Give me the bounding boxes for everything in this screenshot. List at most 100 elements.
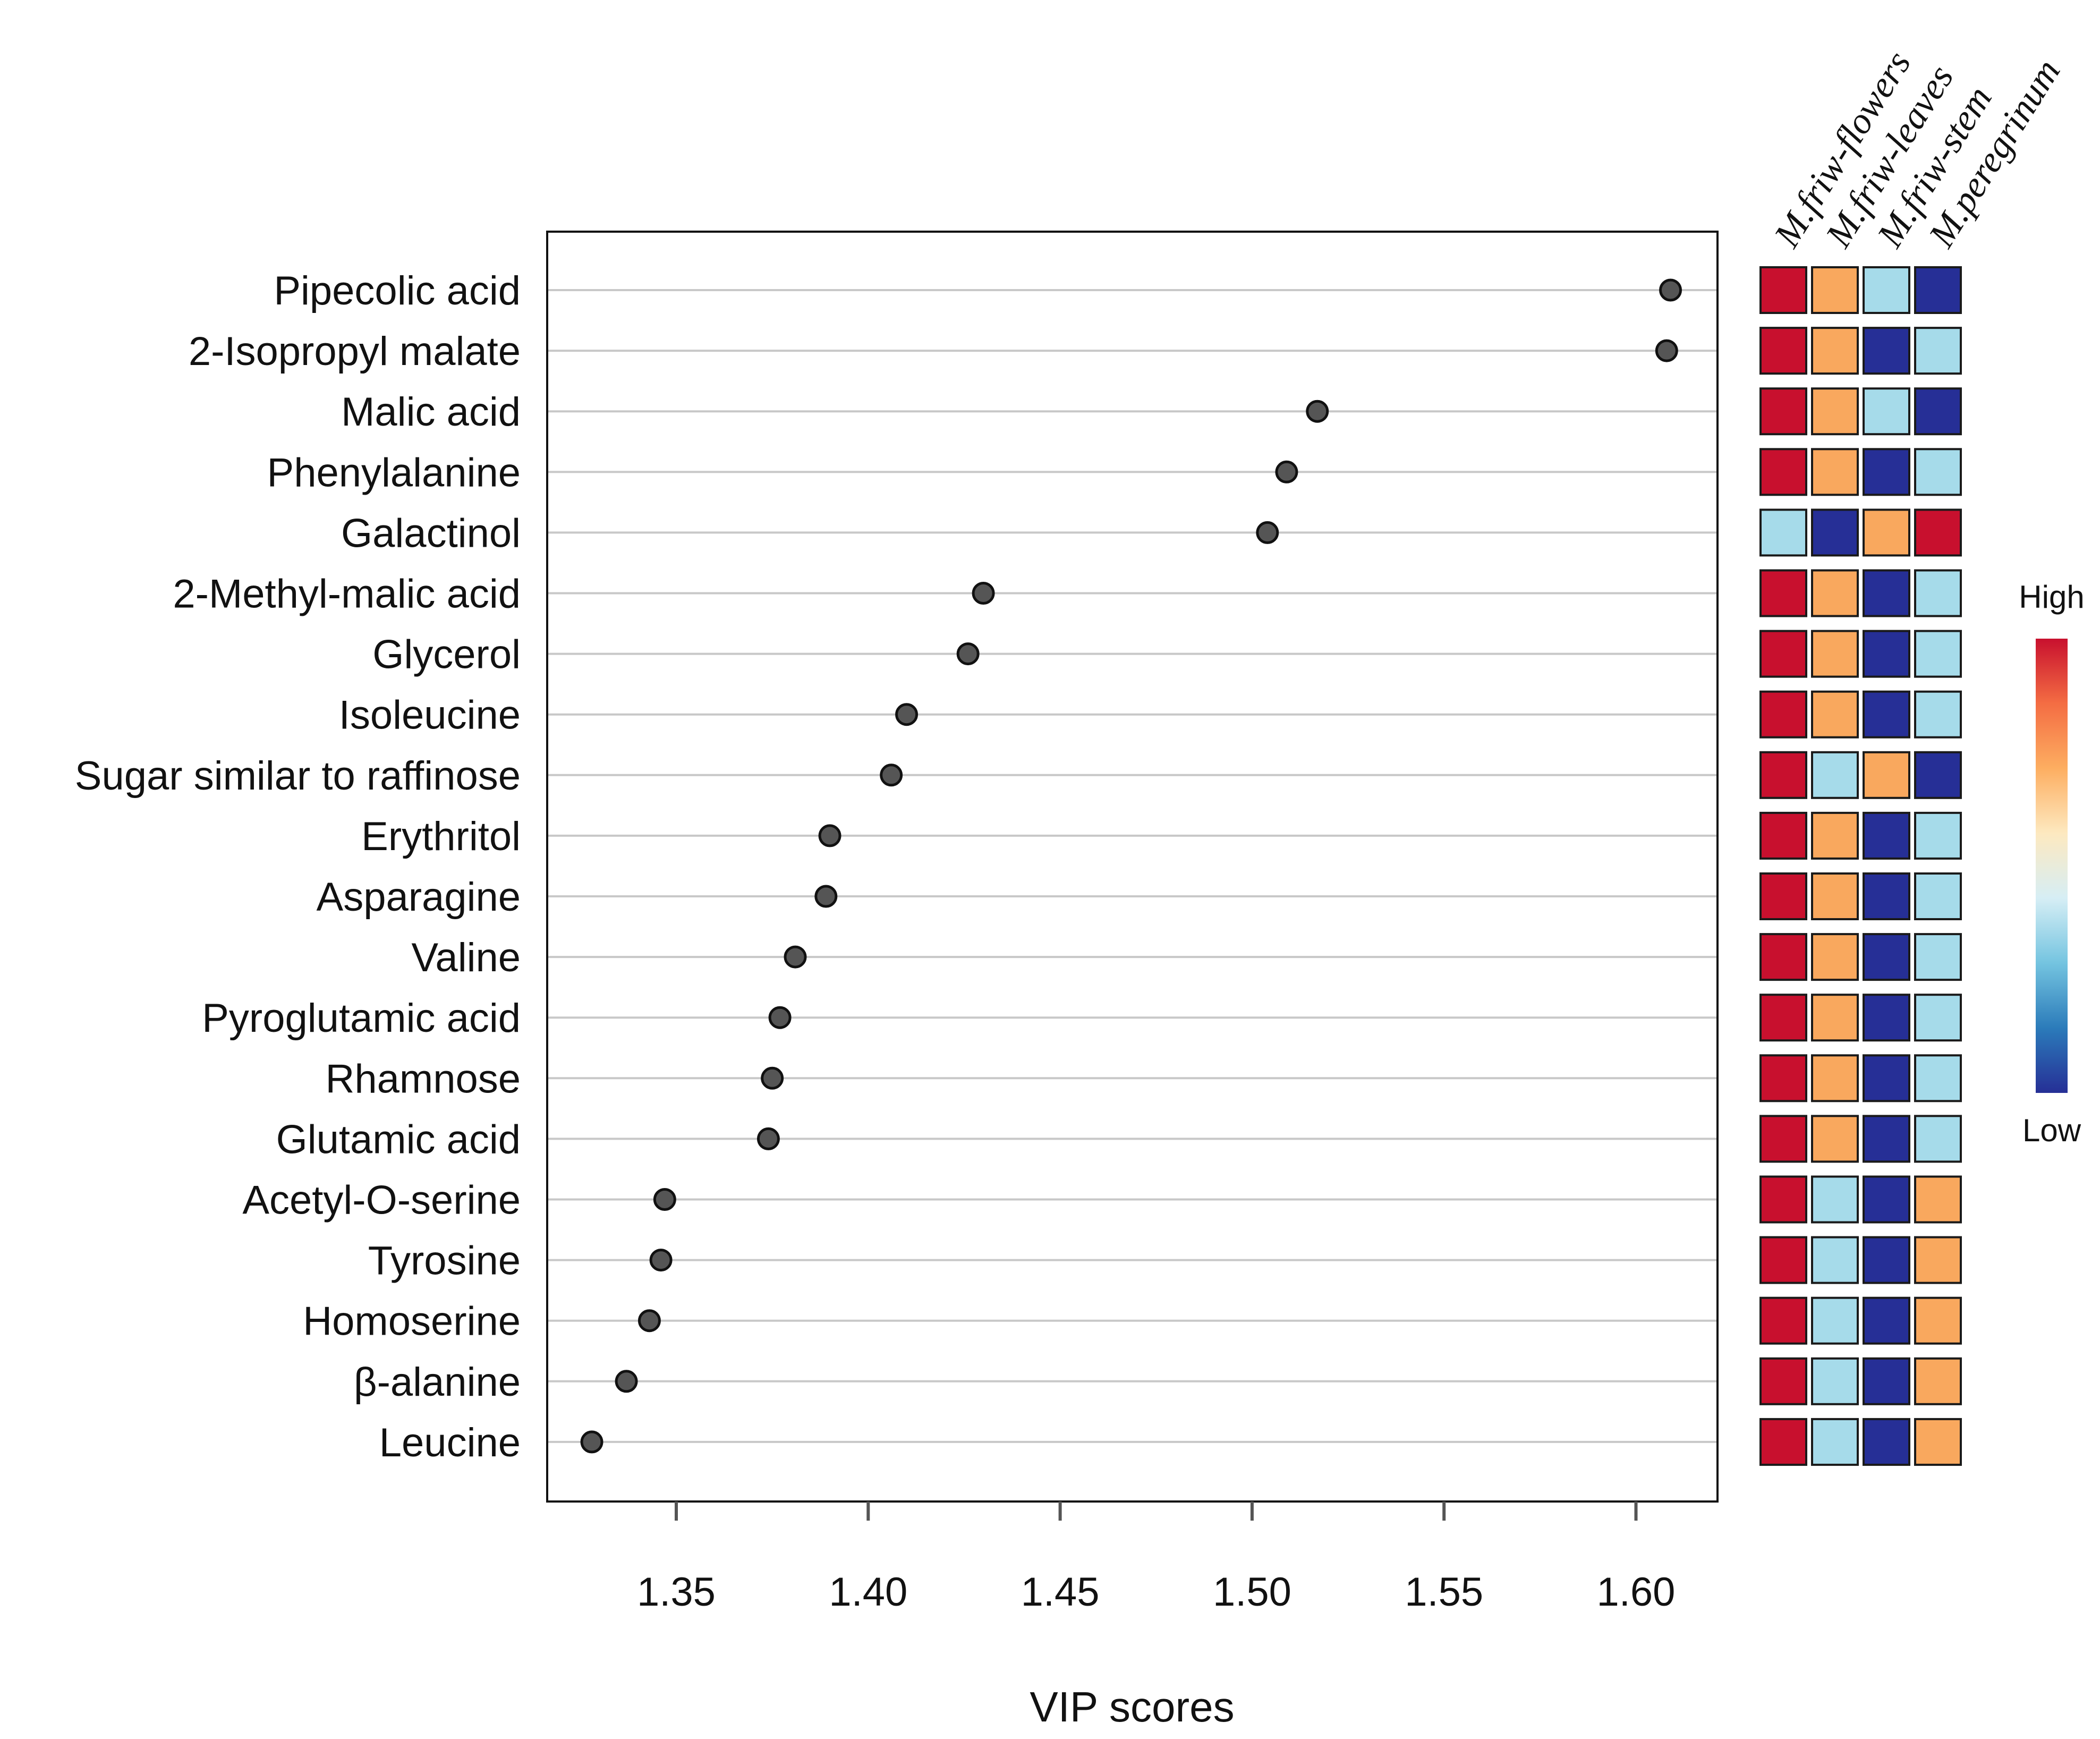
heatmap-cell bbox=[1811, 1054, 1859, 1102]
heatmap-cell bbox=[1914, 266, 1962, 314]
x-tick-label: 1.40 bbox=[829, 1570, 907, 1615]
heatmap-cell bbox=[1863, 811, 1910, 860]
heatmap-cell bbox=[1914, 448, 1962, 496]
heatmap-cell bbox=[1863, 387, 1910, 436]
heatmap-cell bbox=[1914, 994, 1962, 1042]
category-label: Asparagine bbox=[317, 875, 521, 920]
category-label: Pyroglutamic acid bbox=[202, 996, 521, 1041]
legend-high-label: High bbox=[2019, 579, 2084, 615]
heatmap-cell bbox=[1759, 1054, 1807, 1102]
heatmap-cell bbox=[1759, 1175, 1807, 1224]
heatmap-cell bbox=[1759, 994, 1807, 1042]
heatmap-cell bbox=[1811, 994, 1859, 1042]
heatmap-cell bbox=[1914, 1054, 1962, 1102]
heatmap-cell bbox=[1759, 569, 1807, 617]
heatmap-cell bbox=[1914, 1115, 1962, 1163]
color-legend: High Low bbox=[2019, 579, 2084, 1148]
heatmap-cell bbox=[1811, 1175, 1859, 1224]
data-point bbox=[615, 1370, 638, 1393]
data-point bbox=[956, 642, 980, 666]
legend-low-label: Low bbox=[2022, 1113, 2081, 1148]
data-point bbox=[880, 764, 903, 787]
heatmap-cell bbox=[1759, 1236, 1807, 1284]
category-label: Leucine bbox=[379, 1420, 521, 1465]
data-point bbox=[768, 1006, 792, 1029]
heatmap-cell bbox=[1759, 751, 1807, 799]
heatmap-cell bbox=[1914, 1175, 1962, 1224]
heatmap-cell bbox=[1811, 508, 1859, 557]
heatmap-cell bbox=[1863, 933, 1910, 981]
category-label: 2-Methyl-malic acid bbox=[173, 572, 521, 617]
points bbox=[580, 278, 1682, 1454]
x-tick-label: 1.35 bbox=[637, 1570, 716, 1615]
category-label: Malic acid bbox=[341, 389, 521, 435]
heatmap-cell bbox=[1863, 1357, 1910, 1405]
heatmap-cell bbox=[1811, 751, 1859, 799]
data-point bbox=[814, 885, 838, 908]
heatmap-cell bbox=[1811, 933, 1859, 981]
heatmap-cell bbox=[1863, 690, 1910, 739]
data-point bbox=[649, 1249, 673, 1272]
category-label: 2-Isopropyl malate bbox=[189, 329, 521, 374]
data-point bbox=[1306, 400, 1329, 423]
data-point bbox=[1275, 460, 1298, 483]
heatmap-cell bbox=[1863, 1418, 1910, 1466]
heatmap-cell bbox=[1863, 1175, 1910, 1224]
heatmap-cell bbox=[1863, 266, 1910, 314]
x-axis: 1.35 1.40 1.45 1.50 1.55 1.60 bbox=[637, 1502, 1675, 1615]
heatmap-cell bbox=[1914, 327, 1962, 375]
heatmap-cell bbox=[1759, 387, 1807, 436]
heatmap-cell bbox=[1759, 933, 1807, 981]
x-axis-title: VIP scores bbox=[1030, 1683, 1234, 1730]
heatmap-cell bbox=[1914, 933, 1962, 981]
x-tick-label: 1.60 bbox=[1597, 1570, 1676, 1615]
category-label: Isoleucine bbox=[339, 693, 521, 738]
heatmap-cell bbox=[1863, 630, 1910, 678]
heatmap-cell bbox=[1759, 690, 1807, 739]
heatmap-cell bbox=[1759, 1357, 1807, 1405]
heatmap-cell bbox=[1863, 569, 1910, 617]
category-label: Erythritol bbox=[361, 814, 521, 859]
category-label: Acetyl-O-serine bbox=[242, 1178, 521, 1223]
plot-frame bbox=[546, 231, 1719, 1503]
heatmap-cell bbox=[1811, 872, 1859, 920]
category-label: Valine bbox=[411, 935, 521, 980]
data-point bbox=[1655, 339, 1678, 362]
heatmap-cell bbox=[1863, 994, 1910, 1042]
category-label: Glycerol bbox=[372, 632, 521, 677]
heatmap-cell bbox=[1811, 690, 1859, 739]
category-label: Tyrosine bbox=[368, 1238, 521, 1284]
heatmap-cell bbox=[1914, 508, 1962, 557]
heatmap-cell bbox=[1863, 751, 1910, 799]
heatmap-cell bbox=[1759, 508, 1807, 557]
heatmap-cell bbox=[1811, 1418, 1859, 1466]
heatmap-cell bbox=[1914, 1296, 1962, 1345]
category-label: Glutamic acid bbox=[276, 1117, 521, 1162]
heatmap-cell bbox=[1759, 448, 1807, 496]
category-labels: Pipecolic acid 2-Isopropyl malate Malic ac… bbox=[75, 268, 521, 1465]
heatmap-cell bbox=[1759, 630, 1807, 678]
category-label: Galactinol bbox=[341, 511, 521, 556]
heatmap-cell bbox=[1914, 630, 1962, 678]
data-point bbox=[1256, 521, 1279, 544]
category-label: Rhamnose bbox=[325, 1056, 521, 1101]
heatmap-cell bbox=[1759, 266, 1807, 314]
data-point bbox=[761, 1066, 784, 1090]
heatmap-cell bbox=[1811, 630, 1859, 678]
x-tick-label: 1.55 bbox=[1405, 1570, 1483, 1615]
heatmap-cell bbox=[1759, 1296, 1807, 1345]
x-tick-label: 1.45 bbox=[1021, 1570, 1100, 1615]
data-point bbox=[653, 1188, 676, 1211]
heatmap-cell bbox=[1914, 569, 1962, 617]
heatmap-cell bbox=[1811, 448, 1859, 496]
heatmap-cell bbox=[1759, 872, 1807, 920]
heatmap-cell bbox=[1914, 811, 1962, 860]
heatmap-cell bbox=[1811, 327, 1859, 375]
heatmap-cell bbox=[1811, 1357, 1859, 1405]
data-point bbox=[818, 824, 841, 847]
heatmap-cell bbox=[1914, 872, 1962, 920]
data-point bbox=[784, 945, 807, 969]
data-point bbox=[1659, 278, 1682, 302]
data-point bbox=[972, 582, 995, 605]
